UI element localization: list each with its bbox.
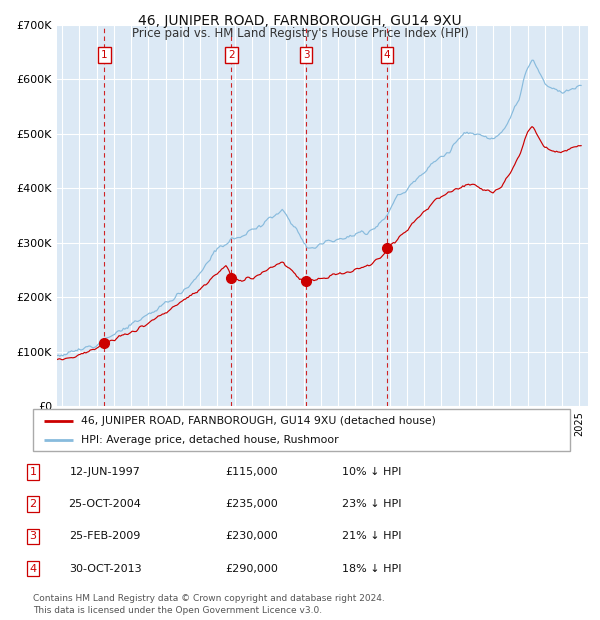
Text: 12-JUN-1997: 12-JUN-1997: [70, 467, 140, 477]
Text: Price paid vs. HM Land Registry's House Price Index (HPI): Price paid vs. HM Land Registry's House …: [131, 27, 469, 40]
Text: £230,000: £230,000: [226, 531, 278, 541]
Text: 21% ↓ HPI: 21% ↓ HPI: [342, 531, 402, 541]
Text: 4: 4: [383, 50, 390, 60]
Text: 1: 1: [29, 467, 37, 477]
Text: Contains HM Land Registry data © Crown copyright and database right 2024.
This d: Contains HM Land Registry data © Crown c…: [33, 595, 385, 615]
Text: 4: 4: [29, 564, 37, 574]
Text: 3: 3: [29, 531, 37, 541]
Text: 1: 1: [101, 50, 108, 60]
Text: 2: 2: [29, 499, 37, 509]
Text: 25-FEB-2009: 25-FEB-2009: [70, 531, 140, 541]
Text: 46, JUNIPER ROAD, FARNBOROUGH, GU14 9XU: 46, JUNIPER ROAD, FARNBOROUGH, GU14 9XU: [138, 14, 462, 28]
Text: HPI: Average price, detached house, Rushmoor: HPI: Average price, detached house, Rush…: [82, 435, 339, 445]
Text: £235,000: £235,000: [226, 499, 278, 509]
Text: 46, JUNIPER ROAD, FARNBOROUGH, GU14 9XU (detached house): 46, JUNIPER ROAD, FARNBOROUGH, GU14 9XU …: [82, 415, 436, 425]
Text: 18% ↓ HPI: 18% ↓ HPI: [342, 564, 402, 574]
Text: 10% ↓ HPI: 10% ↓ HPI: [343, 467, 401, 477]
Text: £115,000: £115,000: [226, 467, 278, 477]
Text: 23% ↓ HPI: 23% ↓ HPI: [342, 499, 402, 509]
Text: £290,000: £290,000: [226, 564, 278, 574]
Text: 2: 2: [228, 50, 235, 60]
Text: 25-OCT-2004: 25-OCT-2004: [68, 499, 142, 509]
Text: 30-OCT-2013: 30-OCT-2013: [68, 564, 142, 574]
Text: 3: 3: [303, 50, 310, 60]
